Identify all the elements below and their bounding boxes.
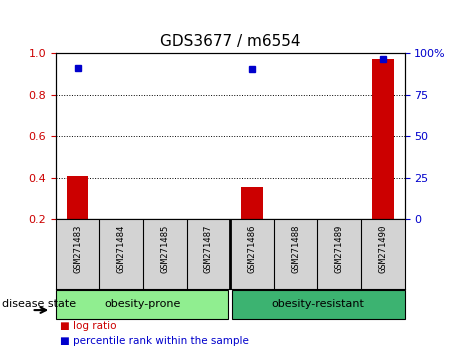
Title: GDS3677 / m6554: GDS3677 / m6554	[160, 34, 300, 49]
Text: obesity-prone: obesity-prone	[105, 299, 181, 309]
Text: GSM271489: GSM271489	[335, 225, 344, 273]
Bar	[232, 290, 405, 319]
Text: GSM271488: GSM271488	[291, 225, 300, 273]
Text: obesity-resistant: obesity-resistant	[271, 299, 364, 309]
Text: GSM271490: GSM271490	[378, 225, 387, 273]
Text: ■ log ratio: ■ log ratio	[60, 321, 117, 331]
Text: GSM271483: GSM271483	[73, 225, 82, 273]
Text: GSM271486: GSM271486	[247, 225, 257, 273]
Text: GSM271485: GSM271485	[160, 225, 169, 273]
Text: disease state: disease state	[2, 299, 76, 309]
Text: ■ percentile rank within the sample: ■ percentile rank within the sample	[60, 336, 249, 346]
Bar	[372, 59, 394, 219]
Bar	[56, 290, 228, 319]
Bar	[241, 187, 263, 219]
Text: GSM271484: GSM271484	[117, 225, 126, 273]
Text: GSM271487: GSM271487	[204, 225, 213, 273]
Bar	[66, 176, 88, 219]
